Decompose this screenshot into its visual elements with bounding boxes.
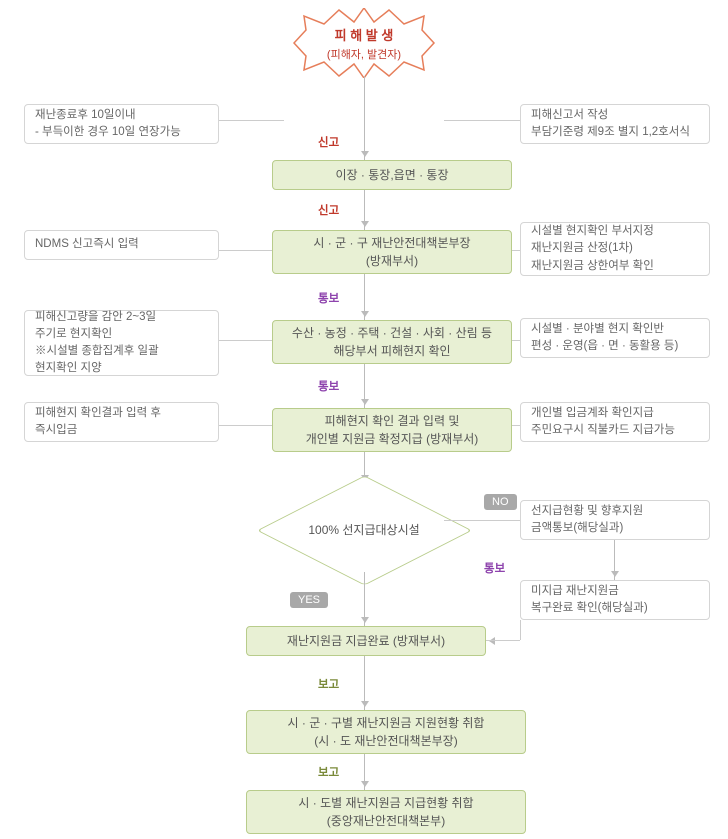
step-disaster-hq: 시 · 군 · 구 재난안전대책본부장 (방재부서)	[272, 230, 512, 274]
note-check-cycle: 피해신고량을 감안 2~3일 주기로 현지확인 ※시설별 종합집계후 일괄 현지…	[24, 310, 219, 376]
note-prepay-status: 선지급현황 및 향후지원 금액통보(해당실과)	[520, 500, 710, 540]
burst-title: 피 해 발 생	[335, 25, 394, 44]
no-label: NO	[484, 494, 517, 510]
edge-label-tongbo: 통보	[318, 290, 339, 306]
connector	[444, 520, 520, 521]
step-dept-verify: 수산 · 농정 · 주택 · 건설 · 사회 · 산림 등 해당부서 피해현지 …	[272, 320, 512, 364]
connector	[486, 640, 520, 641]
connector	[218, 120, 284, 121]
step-status-aggregate-1: 시 · 군 · 구별 재난지원금 지원현황 취합 (시 · 도 재난안전대책본부…	[246, 710, 526, 754]
flowchart-canvas: 피 해 발 생 (피해자, 발견자) 신고 재난종료후 10일이내 - 부득이한…	[0, 0, 728, 839]
note-report-form: 피해신고서 작성 부담기준령 제9조 별지 1,2호서식	[520, 104, 710, 144]
note-unpaid-check: 미지급 재난지원금 복구완료 확인(해당실과)	[520, 580, 710, 620]
arrow	[364, 190, 365, 230]
edge-label-tongbo2: 통보	[318, 378, 339, 394]
step-payment-complete: 재난지원금 지급완료 (방재부서)	[246, 626, 486, 656]
note-immediate-deposit: 피해현지 확인결과 입력 후 즉시입금	[24, 402, 219, 442]
edge-label-bogo: 보고	[318, 676, 339, 692]
decision-prepay-target: 100% 선지급대상시설	[284, 484, 444, 574]
edge-label-singo: 신고	[318, 134, 339, 150]
edge-label-tongbo3: 통보	[484, 560, 505, 576]
step-status-aggregate-2: 시 · 도별 재난지원금 지급현황 취합 (중앙재난안전대책본부)	[246, 790, 526, 834]
yes-label: YES	[290, 592, 328, 608]
step-confirm-payment: 피해현지 확인 결과 입력 및 개인별 지원금 확정지급 (방재부서)	[272, 408, 512, 452]
connector	[512, 340, 520, 341]
arrow	[364, 274, 365, 320]
arrow	[364, 364, 365, 408]
arrow	[364, 656, 365, 710]
step-village-head: 이장 · 통장,읍면 · 통장	[272, 160, 512, 190]
connector	[444, 120, 520, 121]
note-ndms: NDMS 신고즉시 입력	[24, 230, 219, 260]
arrow	[364, 572, 365, 626]
edge-label-bogo2: 보고	[318, 764, 339, 780]
note-facility-check: 시설별 현지확인 부서지정 재난지원금 산정(1차) 재난지원금 상한여부 확인	[520, 222, 710, 276]
connector	[219, 425, 272, 426]
note-account-verify: 개인별 입금계좌 확인지급 주민요구시 직불카드 지급가능	[520, 402, 710, 442]
note-check-team: 시설별 · 분야별 현지 확인반 편성 · 운영(읍 · 면 · 동활용 등)	[520, 318, 710, 358]
burst-subtitle: (피해자, 발견자)	[327, 46, 401, 62]
connector	[512, 425, 520, 426]
arrow	[614, 540, 615, 580]
connector	[520, 620, 521, 640]
arrow	[364, 76, 365, 160]
start-burst: 피 해 발 생 (피해자, 발견자)	[284, 8, 444, 78]
arrow	[364, 754, 365, 790]
edge-label-singo2: 신고	[318, 202, 339, 218]
connector	[219, 340, 272, 341]
connector	[512, 250, 520, 251]
connector	[219, 250, 272, 251]
note-deadline: 재난종료후 10일이내 - 부득이한 경우 10일 연장가능	[24, 104, 219, 144]
